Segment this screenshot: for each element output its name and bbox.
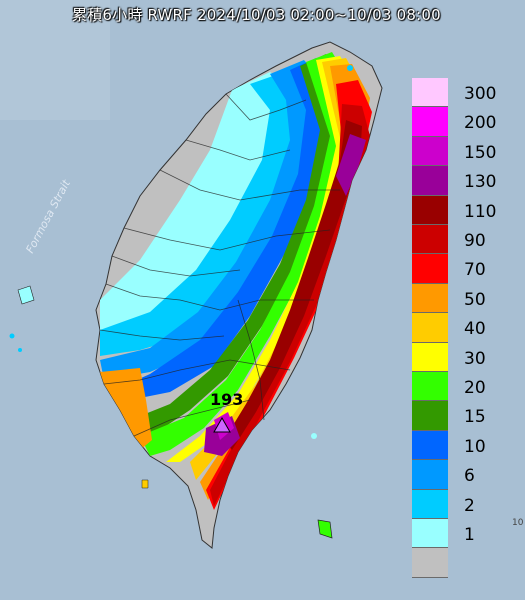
strait-cell-1 [9,333,15,339]
map-title: 累積6小時 RWRF 2024/10/03 02:00~10/03 08:00 [72,6,441,24]
north-sea-cell [347,65,353,71]
legend-label: 200 [464,113,497,134]
peak-marker-icon [213,416,231,433]
legend-swatch [412,254,448,284]
legend-label: 50 [464,289,486,310]
legend-swatch [412,283,448,314]
legend-swatch [412,489,448,519]
legend-label: 15 [464,407,486,428]
legend-swatch [412,195,448,225]
county-boundaries [99,93,340,437]
legend-label: 150 [464,142,497,163]
legend-swatch [412,166,448,196]
liuqiu-island [141,479,149,489]
legend-swatch [412,313,448,343]
legend-label: 2 [464,495,475,516]
legend-label: 110 [464,201,497,222]
penghu-islands [17,285,35,305]
legend-label: 10 [464,436,486,457]
legend-label: 30 [464,348,486,369]
legend-swatch [412,225,448,255]
legend-swatch [412,401,448,431]
legend-swatch [412,372,448,402]
legend-label: 300 [464,84,497,104]
legend-swatch [412,136,448,167]
green-island [317,519,333,539]
rainfall-overlay [100,52,372,510]
legend-swatch [412,548,448,578]
legend-swatch [412,107,448,137]
sea-shade [0,0,110,120]
legend-label: 20 [464,378,486,398]
legend-label: 1 [464,525,475,545]
legend-swatch [412,342,448,372]
peak-value-label: 193 [210,390,244,409]
legend-label: 70 [464,260,486,281]
legend-label: 90 [464,231,486,251]
strait-cell-2 [18,348,22,352]
legend-label: 40 [464,319,486,340]
offshore-cell [311,433,317,439]
legend-label: 6 [464,466,475,487]
legend-label: 130 [464,172,497,193]
edge-label: 10 [512,518,524,528]
legend-swatch [412,519,448,549]
legend-swatch [412,460,448,490]
legend-swatch [412,430,448,461]
legend-swatch [412,78,448,108]
